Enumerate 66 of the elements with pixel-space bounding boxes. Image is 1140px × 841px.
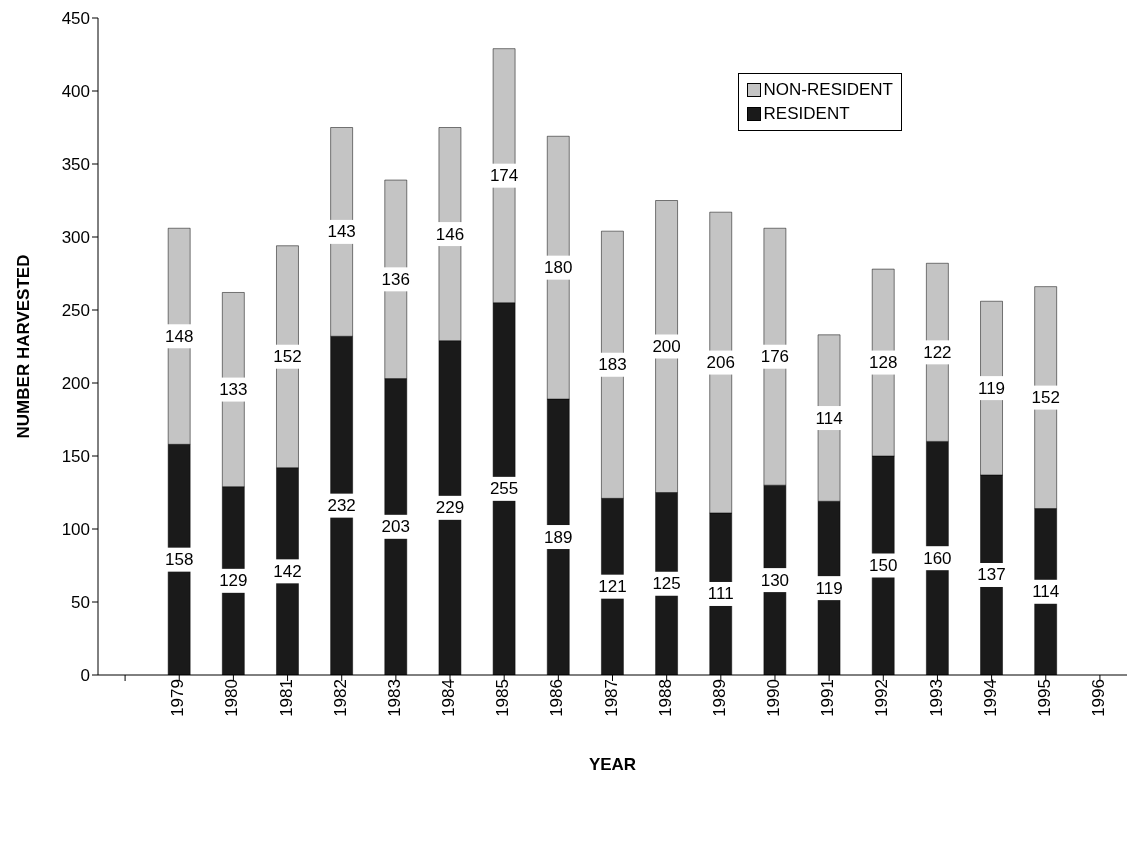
x-tick-label: 1991 [818,679,838,717]
x-tick-label: 1992 [872,679,892,717]
y-tick-label: 250 [61,301,90,321]
y-tick-label: 350 [61,155,90,175]
data-label: 255 [489,479,519,499]
data-label: 122 [923,342,952,362]
data-label: 158 [164,550,194,570]
data-label: 119 [815,578,843,598]
x-tick-label: 1987 [601,679,621,717]
data-label: 146 [435,224,465,244]
data-label: 152 [1031,388,1060,408]
data-label: 152 [273,347,302,367]
data-label: 189 [544,527,573,547]
data-label: 150 [869,556,898,575]
data-label: 203 [381,517,410,537]
data-label: 128 [869,353,898,373]
y-axis-title: NUMBER HARVESTED [14,254,34,439]
data-label: 119 [977,378,1006,398]
x-tick-label: 1993 [926,679,946,717]
y-tick-label: 50 [71,593,90,613]
data-label: 130 [760,570,790,590]
x-tick-label: 1985 [493,679,513,717]
data-label: 206 [706,353,735,373]
y-tick-label: 0 [80,666,90,686]
data-label: 232 [327,496,356,516]
data-label: 121 [598,577,627,597]
x-tick-label: 1979 [168,679,188,717]
legend-label: RESIDENT [763,103,850,125]
data-label: 142 [273,561,302,581]
data-label: 125 [652,574,681,594]
data-label: 183 [598,355,627,375]
x-tick-label: 1989 [709,679,729,717]
x-tick-label: 1986 [547,679,567,717]
data-label: 200 [652,337,681,356]
data-label: 133 [219,380,248,400]
x-tick-label: 1995 [1034,679,1054,717]
data-label: 180 [544,258,573,278]
x-tick-label: 1983 [384,679,404,717]
y-tick-label: 150 [61,447,90,467]
x-tick-label: 1996 [1088,679,1108,717]
x-tick-label: 1988 [655,679,675,717]
data-label: 129 [219,571,248,591]
data-label: 111 [707,584,734,604]
x-tick-label: 1982 [330,679,350,717]
data-label: 136 [381,269,410,289]
legend-label: NON-RESIDENT [763,79,893,101]
data-label: 176 [760,347,790,367]
data-label: 160 [923,548,952,568]
data-label: 114 [1032,582,1060,602]
x-tick-label: 1981 [276,679,296,717]
x-tick-label: 1984 [439,679,459,717]
data-label: 229 [435,498,465,518]
data-label: 137 [977,565,1006,585]
x-tick-label: 1994 [980,679,1000,717]
y-tick-label: 300 [61,228,90,248]
data-label: 143 [327,222,356,242]
x-axis-title: YEAR [588,755,637,774]
data-label: 174 [489,166,519,186]
y-tick-label: 400 [61,82,90,102]
x-tick-label: 1980 [222,679,242,717]
y-tick-label: 200 [61,374,90,394]
y-tick-label: 450 [61,9,90,29]
data-label: 114 [815,408,843,428]
data-label: 148 [164,326,194,346]
y-tick-label: 100 [61,520,90,540]
x-tick-label: 1990 [764,679,784,717]
